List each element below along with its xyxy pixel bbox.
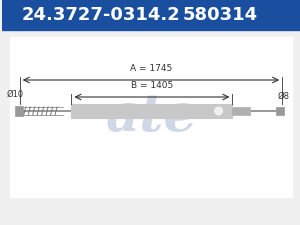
Text: Ø10: Ø10	[6, 90, 23, 99]
Bar	[10, 37, 292, 197]
Bar	[232, 107, 250, 115]
Text: B = 1405: B = 1405	[131, 81, 173, 90]
Bar	[15, 106, 23, 116]
Text: Ø8: Ø8	[277, 92, 289, 101]
Text: A = 1745: A = 1745	[130, 64, 172, 73]
Text: ate: ate	[105, 92, 197, 142]
Bar	[70, 92, 236, 130]
Bar	[71, 104, 232, 118]
Text: 580314: 580314	[183, 6, 258, 24]
Text: 24.3727-0314.2: 24.3727-0314.2	[22, 6, 181, 24]
Bar	[2, 0, 300, 30]
Circle shape	[214, 107, 223, 115]
Bar	[276, 107, 284, 115]
